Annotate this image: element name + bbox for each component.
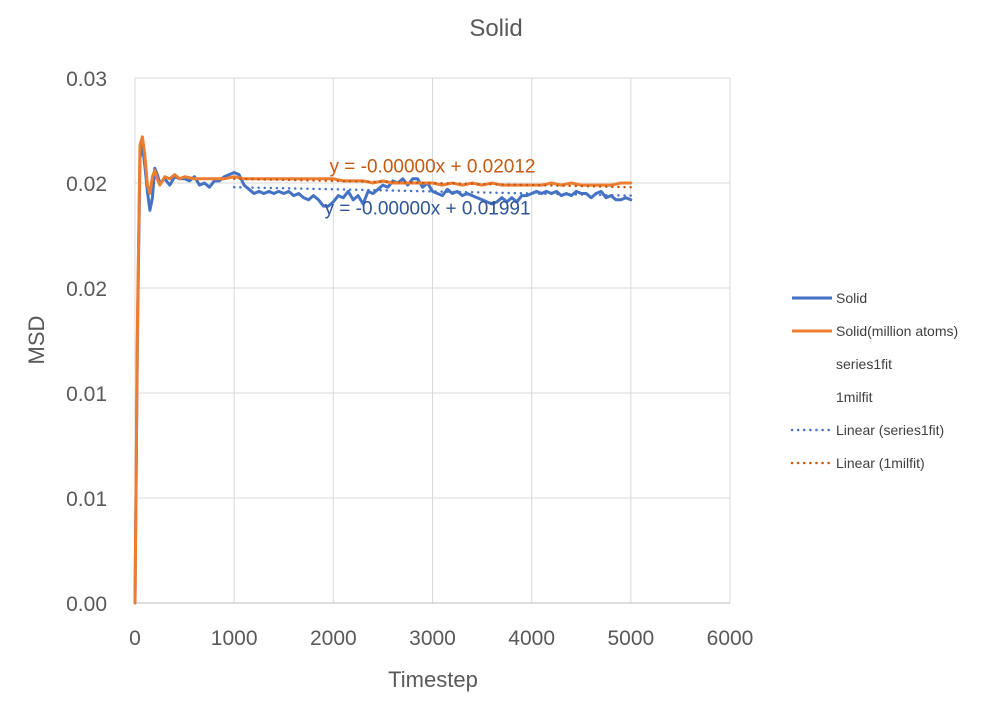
legend-label-1: Solid(million atoms) <box>836 323 958 339</box>
legend-label-5: Linear (1milfit) <box>836 455 925 471</box>
y-axis-title: MSD <box>24 316 49 365</box>
legend-label-2: series1fit <box>836 356 892 372</box>
x-axis-title: Timestep <box>388 667 478 692</box>
legend-label-4: Linear (series1fit) <box>836 422 944 438</box>
series-line-5 <box>232 177 633 189</box>
y-tick-label-5: 0.03 <box>66 68 107 91</box>
chart-title: Solid <box>469 15 522 42</box>
y-tick-label-2: 0.01 <box>66 383 107 406</box>
series-line-0 <box>133 143 633 605</box>
legend-label-0: Solid <box>836 290 867 306</box>
trendline-equation-0: y = -0.00000x + 0.02012 <box>330 157 536 178</box>
legend: Solid Solid(million atoms) series1fit 1milf… <box>790 290 958 471</box>
x-tick-label-1: 1000 <box>211 627 258 650</box>
x-tick-label-3: 3000 <box>409 627 456 650</box>
series-line-1 <box>133 135 633 605</box>
x-tick-label-6: 6000 <box>707 627 754 650</box>
legend-label-3: 1milfit <box>836 389 873 405</box>
annotations: y = -0.00000x + 0.02012 y = -0.00000x + 0… <box>325 157 536 220</box>
y-tick-label-1: 0.01 <box>66 488 107 511</box>
x-tick-label-5: 5000 <box>607 627 654 650</box>
series-line-4 <box>232 185 633 197</box>
x-tick-label-0: 0 <box>129 627 141 650</box>
x-tick-label-2: 2000 <box>310 627 357 650</box>
series <box>133 135 633 605</box>
trendline-equation-1: y = -0.00000x + 0.01991 <box>325 199 531 220</box>
y-tick-label-0: 0.00 <box>66 593 107 616</box>
y-tick-label-3: 0.02 <box>66 278 107 301</box>
x-tick-label-4: 4000 <box>508 627 555 650</box>
y-tick-label-4: 0.02 <box>66 173 107 196</box>
axes: 0 1000 2000 3000 4000 5000 6000 0.00 0.01 0.01 0.0… <box>66 68 753 650</box>
